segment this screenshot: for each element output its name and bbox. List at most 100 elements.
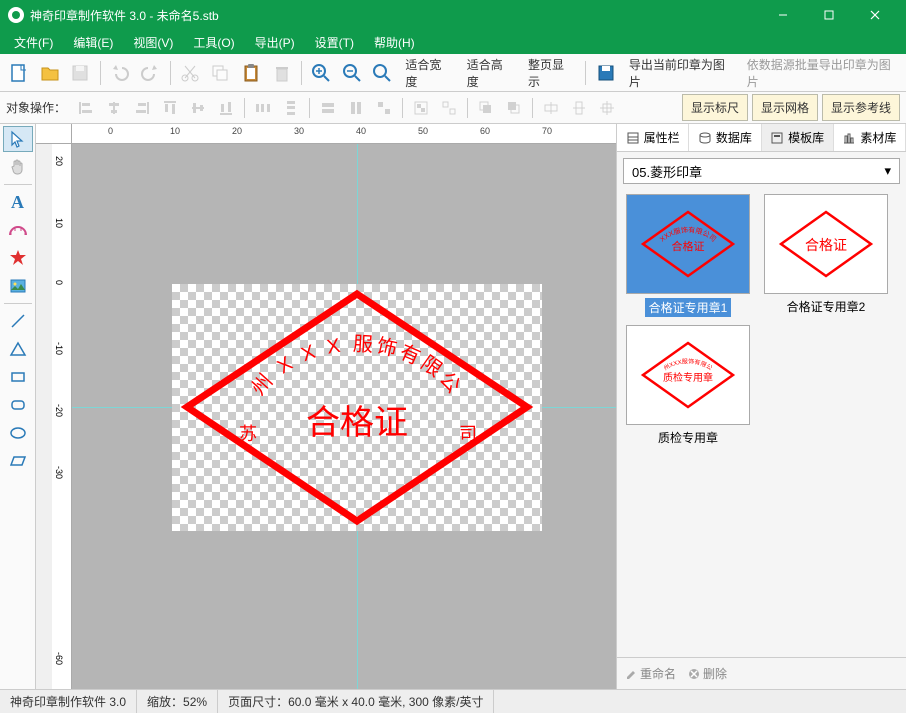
redo-button[interactable] — [137, 59, 164, 87]
maximize-button[interactable] — [806, 0, 852, 30]
ruler-tick: 20 — [232, 126, 242, 136]
right-panel: 属性栏 数据库 模板库 素材库 05.菱形印章 ▾ 合格证XXX服饰有限公司 合… — [616, 124, 906, 689]
menu-settings[interactable]: 设置(T) — [307, 32, 362, 53]
template-category-dropdown[interactable]: 05.菱形印章 ▾ — [623, 158, 900, 184]
menu-tools[interactable]: 工具(O) — [185, 32, 242, 53]
new-button[interactable] — [6, 59, 33, 87]
tab-database[interactable]: 数据库 — [689, 124, 761, 151]
zoom-out-button[interactable] — [338, 59, 365, 87]
triangle-tool[interactable] — [3, 336, 33, 362]
canvas-area: 0 10 20 30 40 50 60 70 20 10 0 -10 -20 -… — [36, 124, 616, 689]
center-v-icon — [567, 96, 591, 120]
arc-text-tool[interactable] — [3, 217, 33, 243]
open-button[interactable] — [37, 59, 64, 87]
ellipse-tool[interactable] — [3, 420, 33, 446]
same-height-icon — [344, 96, 368, 120]
panel-tabs: 属性栏 数据库 模板库 素材库 — [617, 124, 906, 152]
ruler-tick: 70 — [542, 126, 552, 136]
dropdown-value: 05.菱形印章 — [632, 162, 702, 181]
stamp-center-text: 合格证 — [306, 404, 408, 442]
align-top-icon — [158, 96, 182, 120]
ruler-tick: 10 — [170, 126, 180, 136]
stamp-preview[interactable]: 州 X X X 服饰有限公 苏 司 合格证 — [172, 284, 542, 531]
zoom-fit-button[interactable] — [369, 59, 396, 87]
export-current-button[interactable]: 导出当前印章为图片 — [623, 52, 737, 94]
tab-properties[interactable]: 属性栏 — [617, 124, 689, 151]
ruler-vertical[interactable]: 20 10 0 -10 -20 -30 -60 — [52, 144, 72, 689]
toggle-ruler[interactable]: 显示标尺 — [682, 94, 748, 121]
ruler-tick: -30 — [54, 466, 64, 479]
template-thumb-2[interactable]: 合格证 合格证专用章2 — [761, 194, 891, 317]
same-size-icon — [372, 96, 396, 120]
zoom-in-button[interactable] — [308, 59, 335, 87]
menu-view[interactable]: 视图(V) — [125, 32, 181, 53]
app-icon — [8, 7, 24, 23]
status-bar: 神奇印章制作软件 3.0 缩放：52% 页面尺寸：60.0 毫米 x 40.0 … — [0, 689, 906, 713]
cut-button[interactable] — [177, 59, 204, 87]
template-thumb-1[interactable]: 合格证XXX服饰有限公司 合格证专用章1 — [623, 194, 753, 317]
minimize-button[interactable] — [760, 0, 806, 30]
align-vcenter-icon — [186, 96, 210, 120]
parallelogram-tool[interactable] — [3, 448, 33, 474]
copy-button[interactable] — [207, 59, 234, 87]
delete-button[interactable] — [268, 59, 295, 87]
status-zoom: 缩放：52% — [137, 690, 218, 713]
thumb-name: 质检专用章 — [658, 429, 718, 446]
menu-edit[interactable]: 编辑(E) — [65, 32, 121, 53]
fit-height-button[interactable]: 适合高度 — [461, 52, 518, 94]
group-icon — [409, 96, 433, 120]
center-both-icon — [595, 96, 619, 120]
menu-help[interactable]: 帮助(H) — [366, 32, 423, 53]
paste-button[interactable] — [238, 59, 265, 87]
ruler-tick: 30 — [294, 126, 304, 136]
undo-button[interactable] — [107, 59, 134, 87]
align-left-icon — [74, 96, 98, 120]
panel-footer: 重命名 删除 — [617, 657, 906, 689]
artboard[interactable]: 州 X X X 服饰有限公 苏 司 合格证 — [172, 284, 542, 531]
object-ops-label: 对象操作： — [6, 99, 66, 116]
rect-tool[interactable] — [3, 364, 33, 390]
menu-export[interactable]: 导出(P) — [247, 32, 303, 53]
main-toolbar: 适合宽度 适合高度 整页显示 导出当前印章为图片 依数据源批量导出印章为图片 — [0, 54, 906, 92]
svg-text:合格证: 合格证 — [805, 237, 847, 253]
pan-tool[interactable] — [3, 154, 33, 180]
dist-v-icon — [279, 96, 303, 120]
ruler-tick: 50 — [418, 126, 428, 136]
ruler-horizontal[interactable]: 0 10 20 30 40 50 60 70 — [72, 124, 616, 144]
ungroup-icon — [437, 96, 461, 120]
close-button[interactable] — [852, 0, 898, 30]
rename-button[interactable]: 重命名 — [625, 665, 676, 682]
star-tool[interactable] — [3, 245, 33, 271]
save-button[interactable] — [67, 59, 94, 87]
menu-file[interactable]: 文件(F) — [6, 32, 61, 53]
ruler-tick: 0 — [108, 126, 113, 136]
ruler-tick: 10 — [54, 218, 64, 228]
window-title: 神奇印章制作软件 3.0 - 未命名5.stb — [30, 7, 219, 24]
line-tool[interactable] — [3, 308, 33, 334]
stamp-left-char: 苏 — [237, 424, 257, 442]
toggle-guides[interactable]: 显示参考线 — [822, 94, 900, 121]
svg-text:州XXX服饰有限公: 州XXX服饰有限公 — [663, 357, 714, 372]
fit-width-button[interactable]: 适合宽度 — [399, 52, 456, 94]
tab-templates[interactable]: 模板库 — [762, 124, 834, 151]
thumb-name: 合格证专用章2 — [787, 298, 866, 315]
stamp-right-char: 司 — [457, 424, 477, 442]
menubar: 文件(F) 编辑(E) 视图(V) 工具(O) 导出(P) 设置(T) 帮助(H… — [0, 30, 906, 54]
ruler-tick: 40 — [356, 126, 366, 136]
ruler-corner — [36, 124, 72, 144]
toggle-grid[interactable]: 显示网格 — [752, 94, 818, 121]
image-tool[interactable] — [3, 273, 33, 299]
export-icon[interactable] — [592, 59, 619, 87]
titlebar: 神奇印章制作软件 3.0 - 未命名5.stb — [0, 0, 906, 30]
export-batch-button[interactable]: 依数据源批量导出印章为图片 — [741, 52, 900, 94]
delete-button[interactable]: 删除 — [688, 665, 727, 682]
ruler-tick: 60 — [480, 126, 490, 136]
roundrect-tool[interactable] — [3, 392, 33, 418]
tab-assets[interactable]: 素材库 — [834, 124, 906, 151]
full-view-button[interactable]: 整页显示 — [522, 52, 579, 94]
text-tool[interactable]: A — [3, 189, 33, 215]
canvas[interactable]: 州 X X X 服饰有限公 苏 司 合格证 — [72, 144, 616, 689]
select-tool[interactable] — [3, 126, 33, 152]
ruler-tick: 20 — [54, 156, 64, 166]
template-thumb-3[interactable]: 质检专用章州XXX服饰有限公 质检专用章 — [623, 325, 753, 446]
